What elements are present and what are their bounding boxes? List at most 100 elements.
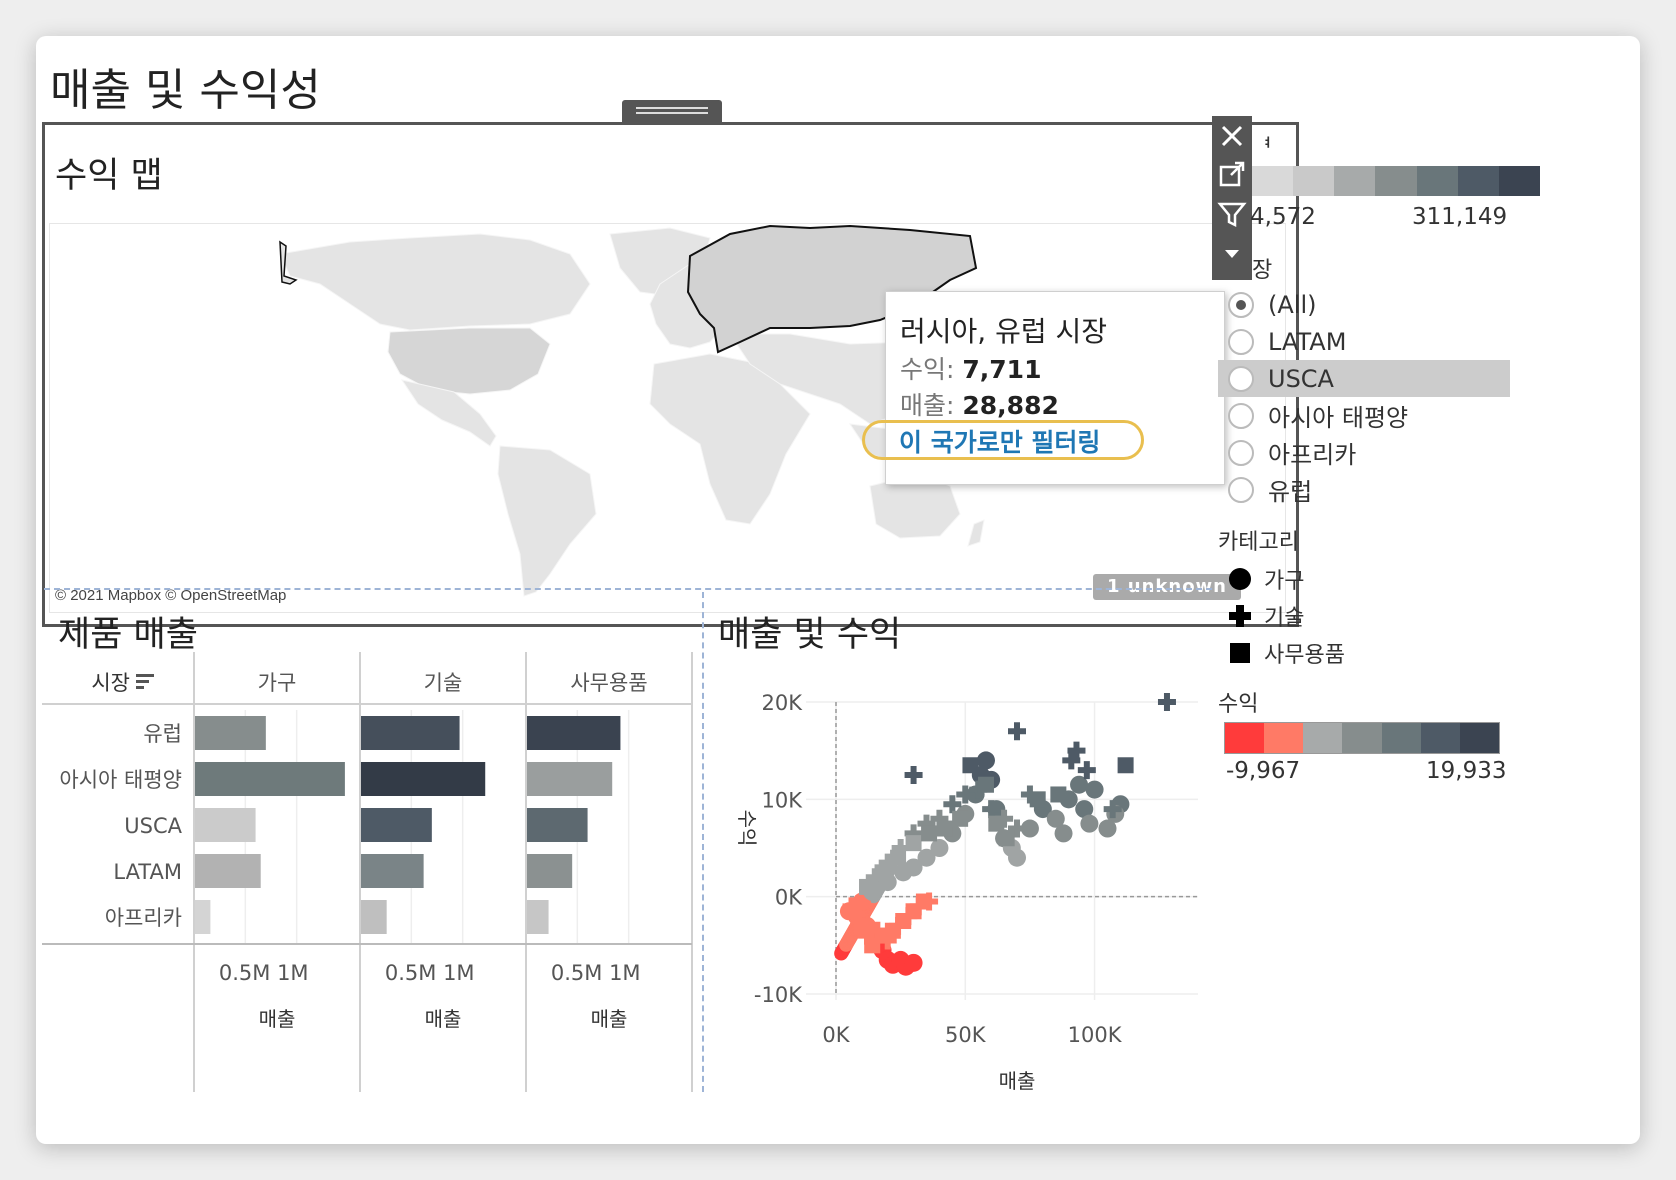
market-filter: (All) LATAM USCA 아시아 태평양 아프리카 유럽	[1218, 286, 1510, 508]
drag-handle[interactable]	[622, 100, 722, 124]
map-tooltip: 러시아, 유럽 시장 수익: 7,711 매출: 28,882 이 국가로만 필…	[862, 291, 1225, 485]
filter-button[interactable]	[1212, 194, 1252, 234]
bar[interactable]	[361, 716, 460, 750]
row-label[interactable]: 아시아 태평양	[59, 768, 182, 792]
bar[interactable]	[527, 854, 573, 888]
bar[interactable]	[361, 900, 387, 934]
market-option[interactable]: 아시아 태평양	[1218, 397, 1510, 434]
scatter-point	[921, 825, 938, 842]
radio-icon[interactable]	[1228, 328, 1254, 355]
profit-map-panel[interactable]: 수익 맵	[42, 122, 1299, 627]
filter-link-highlight	[862, 420, 1144, 460]
legend-color-swatch	[1303, 723, 1343, 753]
scatter-point	[1157, 693, 1176, 711]
scatter-point	[1117, 757, 1134, 774]
row-header-label[interactable]: 시장	[91, 671, 130, 695]
radio-icon[interactable]	[1228, 476, 1254, 503]
scatter-point	[1054, 824, 1073, 843]
legend-color-swatch	[1252, 166, 1294, 196]
axis-tick-label: 0.5M 1M	[551, 961, 641, 985]
scatter-point	[859, 878, 876, 895]
radio-icon[interactable]	[1228, 402, 1254, 429]
market-option[interactable]: (All)	[1218, 286, 1510, 323]
sales-profit-panel[interactable]: 매출 및 수익 20K 10K 0K -10K 0K 50K 100K 매출 수익	[710, 592, 1210, 1092]
close-button[interactable]	[1212, 116, 1252, 156]
bar[interactable]	[195, 900, 211, 934]
legend-color-swatch	[1342, 723, 1383, 753]
bar[interactable]	[527, 716, 621, 750]
legend-color-swatch	[1420, 723, 1461, 753]
market-option[interactable]: LATAM	[1218, 323, 1510, 360]
panel-separator	[44, 588, 1212, 590]
more-options-button[interactable]	[1212, 234, 1252, 274]
row-label[interactable]: 유럽	[143, 722, 182, 746]
scatter-point	[1067, 741, 1086, 760]
column-header[interactable]: 기술	[424, 671, 463, 695]
bar[interactable]	[527, 900, 549, 934]
floating-toolbar	[1212, 116, 1252, 280]
bar[interactable]	[195, 762, 345, 796]
tooltip-sales-label: 매출:	[900, 391, 955, 420]
map-region-usa	[387, 327, 551, 395]
scatter-point	[1075, 800, 1094, 819]
radio-icon[interactable]	[1228, 365, 1254, 392]
scatter-point	[1008, 722, 1026, 741]
category-legend-item[interactable]: 가구	[1226, 560, 1345, 597]
scatter-point	[890, 849, 907, 866]
scatter-point	[891, 839, 910, 857]
row-label[interactable]: 아프리카	[105, 906, 182, 930]
popout-button[interactable]	[1212, 154, 1252, 194]
scatter-point	[1008, 848, 1026, 867]
legend-color-swatch	[1375, 166, 1418, 196]
scatter-point	[904, 858, 923, 877]
bar[interactable]	[361, 762, 486, 796]
tooltip-profit-row: 수익: 7,711	[900, 350, 1041, 386]
bar[interactable]	[527, 762, 613, 796]
popout-icon	[1219, 161, 1245, 187]
map-attribution[interactable]: © 2021 Mapbox © OpenStreetMap	[55, 587, 287, 604]
scatter-point	[853, 917, 870, 934]
tooltip-title: 러시아, 유럽 시장	[900, 315, 1108, 348]
scatter-point	[858, 926, 877, 945]
scatter-point	[917, 814, 936, 833]
profit-legend-max: 19,933	[1426, 758, 1507, 784]
bar[interactable]	[361, 808, 432, 842]
category-legend-item[interactable]: 사무용품	[1226, 634, 1345, 671]
radio-icon[interactable]	[1228, 439, 1254, 466]
row-label[interactable]: LATAM	[113, 860, 182, 884]
panel-divider[interactable]	[702, 592, 704, 1092]
bar[interactable]	[195, 854, 261, 888]
scatter-point	[1098, 819, 1117, 838]
scatter-point	[1029, 791, 1046, 808]
unknown-badge[interactable]: 1 unknown	[1093, 574, 1241, 600]
column-header[interactable]: 가구	[258, 671, 297, 695]
bar[interactable]	[195, 808, 256, 842]
sales-profit-scatter[interactable]: 20K 10K 0K -10K 0K 50K 100K 매출 수익	[710, 592, 1210, 1092]
market-option-label: 아시아 태평양	[1268, 404, 1409, 432]
radio-icon[interactable]	[1228, 291, 1254, 318]
bar[interactable]	[195, 716, 266, 750]
category-legend-item[interactable]: 기술	[1226, 597, 1345, 634]
row-label[interactable]: USCA	[124, 814, 182, 838]
bar[interactable]	[527, 808, 588, 842]
filter-country-link[interactable]: 이 국가로만 필터링	[899, 428, 1101, 457]
market-option[interactable]: USCA	[1218, 360, 1510, 397]
product-sales-chart[interactable]: 시장 가구 0.5M 1M 매출 기술 0.5M 1M 매출 사무용품 0.5M 1M 매출 유럽아…	[42, 592, 742, 1092]
axis-title: 매출	[591, 1007, 628, 1031]
market-option[interactable]: 아프리카	[1218, 434, 1510, 471]
scatter-point	[904, 824, 923, 843]
scatter-point	[977, 776, 994, 793]
sort-icon[interactable]	[136, 674, 154, 689]
column-header[interactable]: 사무용품	[570, 671, 647, 695]
scatter-point	[952, 810, 969, 827]
scatter-series[interactable]	[842, 693, 1176, 950]
market-option[interactable]: 유럽	[1218, 471, 1510, 508]
category-legend-label: 사무용품	[1264, 642, 1345, 668]
bar[interactable]	[361, 854, 424, 888]
scatter-series[interactable]	[846, 757, 1134, 954]
product-sales-panel[interactable]: 제품 매출 시장 가구 0.5M 1M 매출 기술 0.5M 1M 매출 사무용품 0.5M 1…	[42, 592, 742, 1092]
scatter-point	[1080, 814, 1099, 833]
map-region-nz	[967, 519, 985, 547]
scatter-point	[846, 903, 863, 920]
